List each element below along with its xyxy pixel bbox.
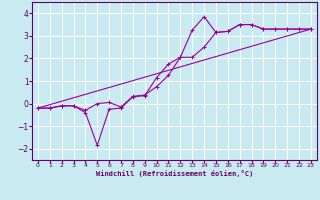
X-axis label: Windchill (Refroidissement éolien,°C): Windchill (Refroidissement éolien,°C) — [96, 170, 253, 177]
